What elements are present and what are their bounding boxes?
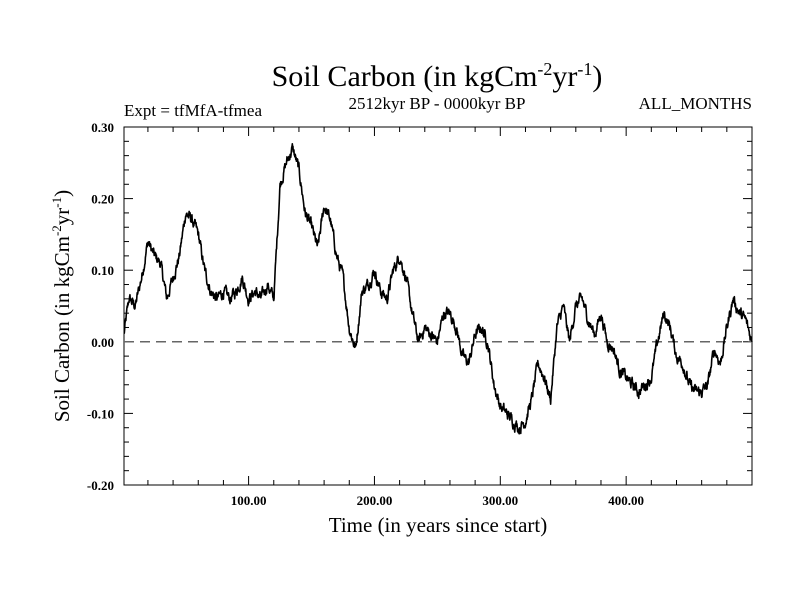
plot-frame [123,126,753,486]
y-tick-label: 0.20 [91,192,114,207]
soil-carbon-series-line [123,143,753,435]
y-axis-label-sup1: -2 [49,225,64,236]
experiment-label: Expt = tfMfA-tfmea [124,101,262,120]
months-label: ALL_MONTHS [639,94,752,113]
y-tick-label: 0.00 [91,335,114,350]
y-axis-label-mid: yr [50,208,74,226]
chart-title-main: Soil Carbon (in kgCm [272,60,538,93]
x-axis-label: Time (in years since start) [329,513,548,537]
series-layer [123,143,753,435]
y-axis-label-main: Soil Carbon (in kgCm [50,236,74,422]
ticks-layer: 100.00 200.00 300.00 400.00 0.30 0.20 0.10 0.00… [87,120,752,508]
y-tick-label: 0.10 [91,263,114,278]
x-tick-label: 300.00 [482,493,518,508]
chart-title-sup1: -2 [537,59,552,79]
y-tick-label: -0.10 [87,406,114,421]
x-tick-label: 200.00 [357,493,393,508]
chart-title: Soil Carbon (in kgCm-2yr-1) [272,59,603,93]
x-tick-label: 100.00 [231,493,267,508]
chart-title-sup2: -1 [577,59,592,79]
y-axis-label-sup2: -1 [49,197,64,208]
y-tick-label: 0.30 [91,120,114,135]
chart-title-end: ) [592,60,602,93]
period-label: 2512kyr BP - 0000kyr BP [349,94,526,113]
y-axis-label-end: ) [50,190,74,197]
x-tick-label: 400.00 [608,493,644,508]
y-axis-label: Soil Carbon (in kgCm-2yr-1) [49,190,74,422]
y-tick-label: -0.20 [87,478,114,493]
chart-title-mid: yr [552,60,577,93]
